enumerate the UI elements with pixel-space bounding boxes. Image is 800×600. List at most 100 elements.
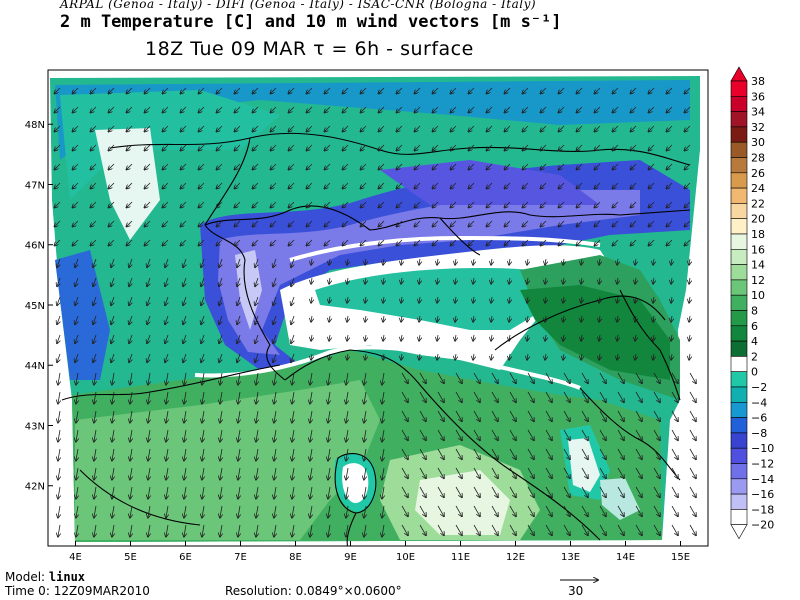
map-frame	[47, 69, 709, 547]
lat-tick-label: 47N	[25, 180, 45, 191]
wind-arrow	[576, 125, 583, 132]
wind-arrow	[648, 239, 655, 246]
wind-arrow	[545, 391, 552, 402]
wind-arrow	[234, 239, 241, 246]
wind-arrow	[54, 182, 61, 189]
wind-arrow	[270, 163, 277, 170]
wind-arrow	[504, 201, 511, 208]
wind-arrow	[630, 87, 637, 94]
wind-arrow	[252, 220, 259, 227]
wind-arrow	[545, 353, 546, 360]
wind-arrow	[201, 315, 204, 324]
wind-arrow	[545, 315, 546, 322]
wind-arrow	[220, 410, 222, 423]
colorbar-level-label: 4	[751, 335, 758, 348]
wind-arrow	[342, 201, 349, 208]
wind-arrow	[126, 220, 133, 227]
wind-arrow	[612, 220, 619, 227]
model-value: linux	[48, 570, 86, 584]
wind-arrow	[563, 467, 570, 478]
wind-arrow	[183, 296, 186, 305]
colorbar-swatch	[730, 463, 748, 480]
wind-arrow	[58, 505, 60, 518]
wind-arrow	[306, 87, 313, 94]
wind-arrow	[256, 391, 258, 404]
wind-arrow	[90, 87, 97, 94]
wind-arrow	[237, 258, 240, 267]
colorbar-level-label: −18	[751, 503, 774, 516]
wind-arrow	[437, 429, 444, 440]
wind-arrow	[432, 163, 439, 170]
colorbar-level-label: 34	[751, 106, 765, 119]
wind-arrow	[666, 106, 673, 113]
wind-arrow	[75, 353, 78, 362]
wind-arrow	[360, 106, 367, 113]
wind-arrow	[509, 277, 510, 284]
colorbar-level-label: −16	[751, 488, 774, 501]
wind-arrow	[635, 258, 636, 265]
wind-arrow	[522, 220, 529, 227]
wind-arrow	[58, 372, 60, 385]
colorbar-level-label: 0	[751, 366, 758, 379]
wind-arrow	[198, 125, 205, 132]
lon-tick-label: 8E	[289, 552, 302, 563]
wind-arrow	[473, 448, 480, 459]
wind-arrow	[563, 429, 570, 440]
wind-arrow	[522, 201, 529, 208]
wind-arrow	[328, 486, 330, 499]
wind-arrow	[329, 353, 330, 360]
wind-arrow	[201, 296, 204, 305]
wind-arrow	[635, 353, 636, 360]
wind-arrow	[342, 220, 349, 227]
colorbar-level-label: 8	[751, 305, 758, 318]
wind-arrow	[238, 524, 240, 537]
wind-arrow	[311, 277, 312, 284]
wind-arrow	[594, 144, 601, 151]
wind-arrow	[653, 296, 654, 303]
wind-arrow	[378, 163, 385, 170]
wind-arrow	[112, 505, 114, 518]
wind-arrow	[219, 277, 222, 286]
wind-arrow	[184, 391, 186, 404]
wind-arrow	[653, 429, 660, 440]
wind-arrow	[437, 448, 444, 459]
wind-arrow	[328, 505, 330, 518]
wind-arrow	[455, 505, 462, 516]
wind-arrow	[72, 239, 79, 246]
zero-contour-north	[289, 235, 601, 262]
wind-arrow	[346, 372, 348, 385]
wind-arrow	[76, 467, 78, 480]
wind-arrow	[311, 258, 312, 265]
wind-arrow	[324, 106, 331, 113]
wind-arrow	[292, 467, 294, 480]
wind-arrow	[365, 277, 366, 284]
wind-arrow	[473, 277, 474, 284]
wind-vector-field	[54, 87, 696, 537]
wind-arrow	[455, 353, 456, 360]
colorbar-swatch	[730, 218, 748, 235]
wind-arrow	[148, 448, 150, 461]
wind-arrow	[666, 87, 673, 94]
wind-arrow	[612, 144, 619, 151]
wind-arrow	[378, 239, 385, 246]
longitude-axis: 4E 5E 6E 7E 8E 9E 10E 11E 12E 13E 14E 15E	[69, 541, 690, 563]
wind-arrow	[360, 239, 367, 246]
colorbar-level-label: −20	[751, 519, 774, 532]
wind-arrow	[180, 201, 187, 208]
wind-arrow	[648, 220, 655, 227]
wind-arrow	[147, 315, 150, 324]
wind-arrow	[216, 201, 223, 208]
wind-arrow	[414, 125, 421, 132]
wind-arrow	[198, 239, 205, 246]
wind-arrow	[455, 277, 456, 284]
wind-arrow	[342, 106, 349, 113]
wind-arrow	[419, 448, 426, 459]
wind-arrow	[130, 486, 132, 499]
wind-arrow	[382, 410, 384, 423]
wind-arrow	[162, 182, 169, 189]
wind-arrow	[468, 144, 475, 151]
wind-arrow	[419, 467, 426, 478]
wind-arrow	[491, 353, 492, 360]
cold-streak-west	[95, 128, 160, 240]
wind-arrow	[328, 391, 330, 404]
